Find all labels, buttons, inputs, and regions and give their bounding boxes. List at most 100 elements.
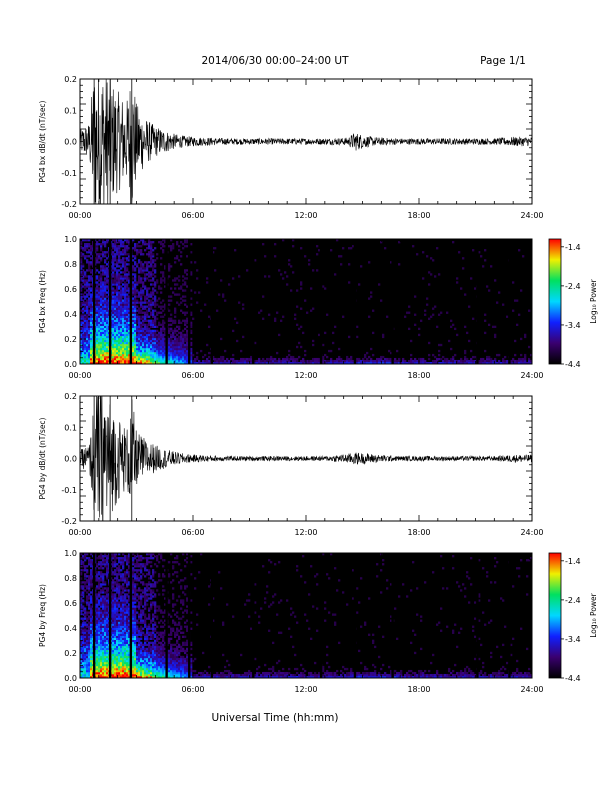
spectrogram-cell bbox=[124, 331, 127, 335]
spectrogram-cell bbox=[104, 653, 107, 657]
spectrogram-cell bbox=[100, 565, 103, 568]
spectrogram-cell bbox=[132, 591, 135, 594]
spectrogram-cell bbox=[150, 361, 153, 365]
spectrogram-cell bbox=[104, 561, 107, 564]
spectrogram-cell bbox=[100, 657, 103, 661]
spectrogram-cell bbox=[164, 339, 167, 343]
spectrogram-cell bbox=[176, 359, 179, 363]
spectrogram-cell bbox=[106, 559, 109, 562]
spectrogram-cell bbox=[472, 359, 475, 363]
spectrogram-cell bbox=[362, 359, 365, 363]
spectrogram-cell bbox=[120, 637, 123, 640]
spectrogram-cell bbox=[124, 659, 127, 663]
spectrogram-cell bbox=[118, 341, 121, 345]
spectrogram-cell bbox=[80, 641, 83, 645]
spectrogram-cell bbox=[88, 617, 91, 620]
spectrogram-cell bbox=[292, 239, 295, 242]
spectrogram-cell bbox=[86, 339, 89, 343]
spectrogram-cell bbox=[90, 655, 93, 659]
spectrogram-cell bbox=[104, 349, 107, 353]
spectrogram-cell bbox=[286, 357, 289, 361]
spectrogram-cell bbox=[142, 311, 145, 314]
spectrogram-cell bbox=[128, 609, 131, 612]
spectrogram-cell bbox=[106, 353, 109, 357]
spectrogram-cell bbox=[186, 325, 189, 329]
spectrogram-cell bbox=[160, 323, 163, 326]
spectrogram-cell bbox=[114, 587, 117, 590]
spectrogram-cell bbox=[444, 357, 447, 361]
spectrogram-cell bbox=[126, 581, 129, 584]
spectrogram-cell bbox=[122, 599, 125, 602]
spectrogram-cell bbox=[184, 299, 187, 302]
spectrogram-cell bbox=[120, 575, 123, 578]
spectrogram-cell bbox=[118, 309, 121, 312]
spectrogram-cell bbox=[100, 639, 103, 643]
spectrogram-cell bbox=[86, 299, 89, 302]
spectrogram-cell bbox=[122, 347, 125, 351]
spectrogram-cell bbox=[102, 629, 105, 632]
spectrogram-cell bbox=[172, 351, 175, 355]
spectrogram-cell bbox=[104, 309, 107, 312]
spectrogram-cell bbox=[98, 345, 101, 349]
spectrogram-cell bbox=[488, 323, 491, 326]
spectrogram-cell bbox=[398, 357, 401, 361]
spectrogram-cell bbox=[100, 651, 103, 655]
spectrogram-cell bbox=[100, 585, 103, 588]
spectrogram-cell bbox=[116, 351, 119, 355]
spectrogram-cell bbox=[120, 309, 123, 312]
spectrogram-cell bbox=[120, 593, 123, 596]
spectrogram-cell bbox=[490, 357, 493, 361]
spectrogram-cell bbox=[96, 269, 99, 272]
spectrogram-cell bbox=[114, 333, 117, 337]
spectrogram bbox=[80, 553, 533, 679]
spectrogram-cell bbox=[118, 253, 121, 256]
spectrogram-cell bbox=[410, 353, 413, 357]
spectrogram-cell bbox=[134, 269, 137, 272]
spectrogram-cell bbox=[498, 359, 501, 363]
spectrogram-cell bbox=[120, 331, 123, 335]
spectrogram-cell bbox=[154, 355, 157, 359]
spectrogram-cell bbox=[82, 637, 85, 640]
spectrogram-cell bbox=[492, 359, 495, 363]
spectrogram-cell bbox=[96, 665, 99, 669]
spectrogram-cell bbox=[82, 593, 85, 596]
spectrogram-cell bbox=[126, 273, 129, 276]
spectrogram-cell bbox=[96, 255, 99, 258]
spectrogram-cell bbox=[100, 579, 103, 582]
spectrogram-cell bbox=[148, 341, 151, 345]
spectrogram-cell bbox=[80, 317, 83, 320]
spectrogram-cell bbox=[82, 341, 85, 345]
spectrogram-cell bbox=[98, 595, 101, 598]
spectrogram-cell bbox=[118, 641, 121, 645]
x-tick-label: 12:00 bbox=[294, 371, 317, 380]
spectrogram-cell bbox=[142, 305, 145, 308]
spectrogram-cell bbox=[102, 337, 105, 341]
spectrogram-cell bbox=[172, 245, 175, 248]
spectrogram-cell bbox=[134, 281, 137, 284]
spectrogram-cell bbox=[96, 661, 99, 665]
spectrogram-cell bbox=[164, 333, 167, 337]
spectrogram-cell bbox=[396, 361, 399, 365]
spectrogram-cell bbox=[126, 299, 129, 302]
spectrogram-cell bbox=[90, 251, 93, 254]
spectrogram-cell bbox=[96, 651, 99, 655]
spectrogram-cell bbox=[106, 315, 109, 318]
spectrogram-cell bbox=[124, 349, 127, 353]
spectrogram-cell bbox=[158, 297, 161, 300]
spectrogram-cell bbox=[180, 333, 183, 337]
spectrogram-cell bbox=[144, 241, 147, 244]
spectrogram-cell bbox=[88, 261, 91, 264]
spectrogram-cell bbox=[142, 319, 145, 322]
spectrogram-cell bbox=[132, 347, 135, 351]
spectrogram-cell bbox=[322, 343, 325, 347]
spectrogram-cell bbox=[118, 265, 121, 268]
spectrogram-cell bbox=[102, 675, 105, 679]
spectrogram-cell bbox=[98, 343, 101, 347]
x-tick-label: 06:00 bbox=[181, 528, 204, 537]
spectrogram-cell bbox=[118, 295, 121, 298]
spectrogram-cell bbox=[96, 571, 99, 574]
spectrogram-cell bbox=[148, 245, 151, 248]
spectrogram-cell bbox=[86, 635, 89, 638]
spectrogram-cell bbox=[262, 317, 265, 320]
spectrogram-cell bbox=[90, 611, 93, 614]
